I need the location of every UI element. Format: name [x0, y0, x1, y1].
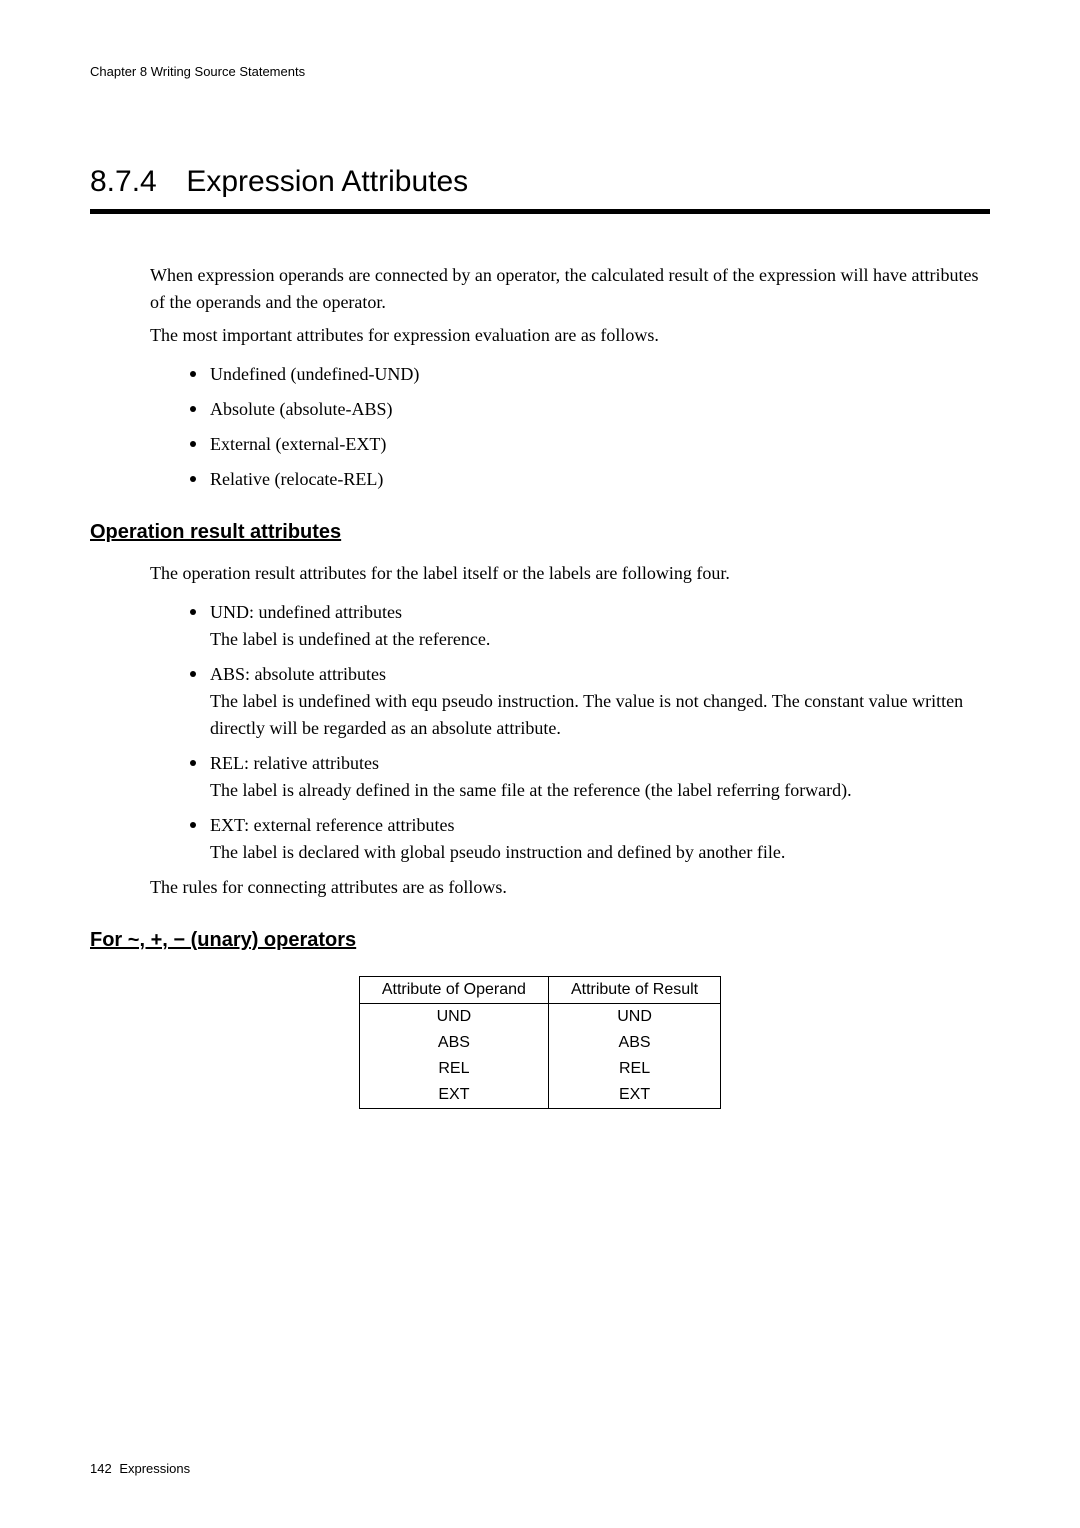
intro-para-1: When expression operands are connected b…	[150, 262, 990, 316]
table-cell: ABS	[359, 1030, 548, 1056]
operation-bullet-list: UND: undefined attributesThe label is un…	[150, 599, 990, 866]
chapter-label: Chapter 8 Writing Source Statements	[90, 64, 305, 79]
bullet-text: UND: undefined attributesThe label is un…	[210, 599, 990, 653]
unary-table-wrap: Attribute of OperandAttribute of Result …	[90, 976, 990, 1109]
operation-intro: The operation result attributes for the …	[150, 560, 990, 587]
list-item: ABS: absolute attributesThe label is und…	[150, 661, 990, 742]
bullet-head: EXT: external reference attributes	[210, 812, 990, 839]
table-row: ABSABS	[359, 1030, 720, 1056]
bullet-icon	[190, 671, 196, 677]
unary-table: Attribute of OperandAttribute of Result …	[359, 976, 721, 1109]
bullet-icon	[190, 476, 196, 482]
table-row: EXTEXT	[359, 1082, 720, 1109]
intro-bullet-list: Undefined (undefined-UND) Absolute (absol…	[150, 361, 990, 493]
bullet-head: REL: relative attributes	[210, 750, 990, 777]
page-number: 142	[90, 1461, 112, 1476]
list-item: External (external-EXT)	[150, 431, 990, 458]
table-cell: UND	[359, 1004, 548, 1031]
bullet-desc: The label is already defined in the same…	[210, 777, 990, 804]
intro-block: When expression operands are connected b…	[150, 262, 990, 493]
bullet-text: Absolute (absolute-ABS)	[210, 396, 990, 423]
table-cell: ABS	[548, 1030, 720, 1056]
table-row: RELREL	[359, 1056, 720, 1082]
list-item: Absolute (absolute-ABS)	[150, 396, 990, 423]
bullet-text: REL: relative attributesThe label is alr…	[210, 750, 990, 804]
bullet-text: Undefined (undefined-UND)	[210, 361, 990, 388]
bullet-desc: The label is undefined with equ pseudo i…	[210, 688, 990, 742]
bullet-icon	[190, 760, 196, 766]
bullet-icon	[190, 371, 196, 377]
intro-para-2: The most important attributes for expres…	[150, 322, 990, 349]
table-header-cell: Attribute of Operand	[359, 977, 548, 1004]
footer-label: Expressions	[119, 1461, 190, 1476]
rules-line: The rules for connecting attributes are …	[150, 874, 990, 901]
section-title-text: Expression Attributes	[186, 165, 468, 198]
operation-block: UND: undefined attributesThe label is un…	[150, 599, 990, 866]
unary-heading: For ~, +, − (unary) operators	[90, 929, 990, 952]
list-item: REL: relative attributesThe label is alr…	[150, 750, 990, 804]
bullet-desc: The label is undefined at the reference.	[210, 626, 990, 653]
bullet-text: Relative (relocate-REL)	[210, 466, 990, 493]
list-item: Relative (relocate-REL)	[150, 466, 990, 493]
list-item: Undefined (undefined-UND)	[150, 361, 990, 388]
list-item: UND: undefined attributesThe label is un…	[150, 599, 990, 653]
table-header-cell: Attribute of Result	[548, 977, 720, 1004]
list-item: EXT: external reference attributesThe la…	[150, 812, 990, 866]
table-cell: EXT	[359, 1082, 548, 1109]
table-cell: EXT	[548, 1082, 720, 1109]
table-row: UNDUND	[359, 1004, 720, 1031]
bullet-icon	[190, 441, 196, 447]
bullet-text: ABS: absolute attributesThe label is und…	[210, 661, 990, 742]
bullet-icon	[190, 609, 196, 615]
page-header: Chapter 8 Writing Source Statements	[90, 64, 990, 79]
section-heading: 8.7.4 Expression Attributes	[90, 165, 990, 199]
bullet-head: UND: undefined attributes	[210, 599, 990, 626]
section-rule	[90, 209, 990, 214]
table-cell: REL	[548, 1056, 720, 1082]
page-footer: 142 Expressions	[90, 1461, 190, 1476]
bullet-icon	[190, 406, 196, 412]
bullet-head: ABS: absolute attributes	[210, 661, 990, 688]
bullet-text: External (external-EXT)	[210, 431, 990, 458]
bullet-icon	[190, 822, 196, 828]
bullet-text: EXT: external reference attributesThe la…	[210, 812, 990, 866]
table-cell: REL	[359, 1056, 548, 1082]
bullet-desc: The label is declared with global pseudo…	[210, 839, 990, 866]
operation-heading: Operation result attributes	[90, 521, 990, 544]
table-cell: UND	[548, 1004, 720, 1031]
section-number: 8.7.4	[90, 165, 178, 199]
